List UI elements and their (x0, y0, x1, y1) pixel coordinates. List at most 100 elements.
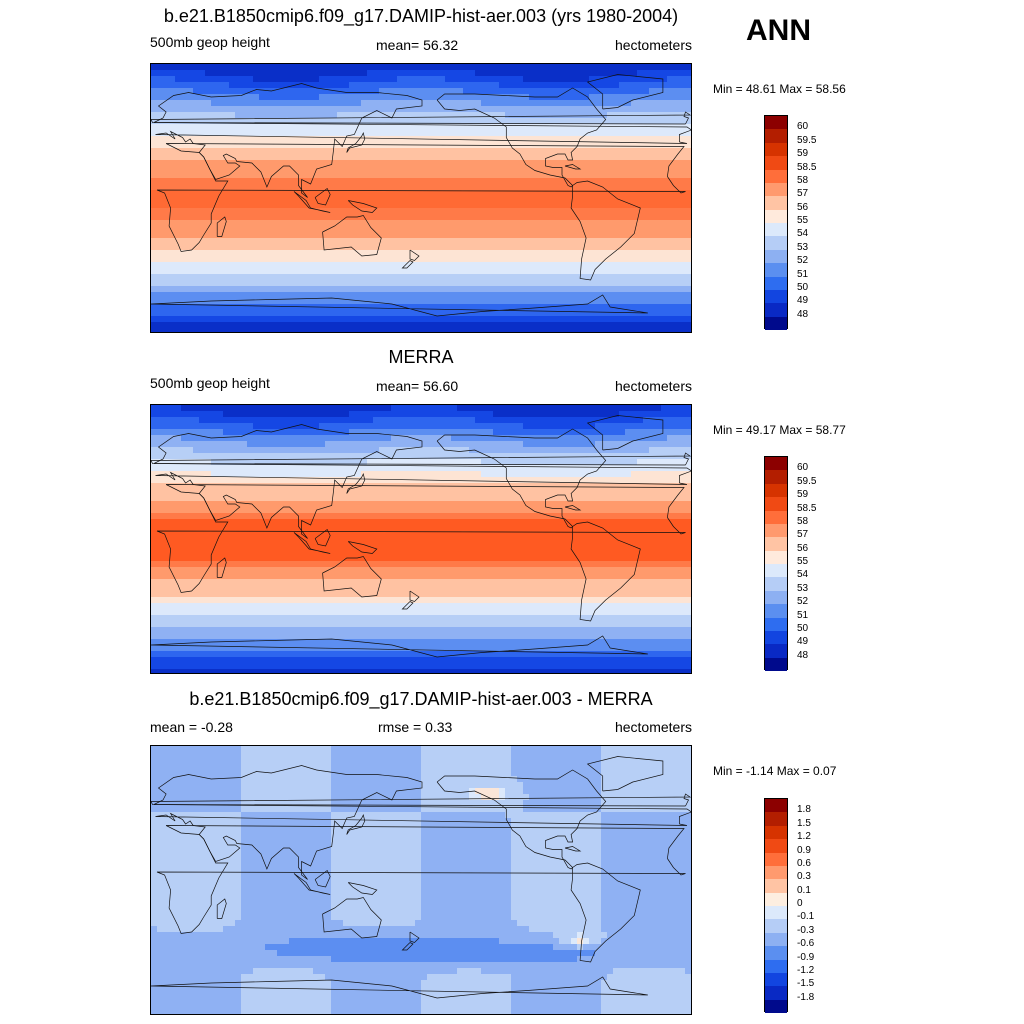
panel-3-rmse: rmse = 0.33 (378, 719, 453, 735)
colorbar-tick-label: 1.5 (797, 817, 811, 829)
colorbar-swatch (765, 799, 787, 813)
colorbar-tick-label: 55 (797, 215, 809, 226)
colorbar-swatch (765, 483, 787, 498)
colorbar-swatch (765, 644, 787, 658)
panel-2-mean: mean= 56.60 (376, 378, 459, 394)
colorbar-swatch (765, 617, 787, 631)
colorbar-swatch (765, 196, 787, 210)
colorbar-tick-label: 51 (797, 268, 809, 280)
colorbar-tick-label: 55 (797, 556, 809, 567)
panel-2-units: hectometers (614, 378, 692, 394)
colorbar-tick-label: 48 (797, 308, 809, 320)
colorbar-tick-label: 59 (797, 148, 809, 160)
panel-3-colorbar (764, 798, 788, 1013)
colorbar-tick-label: 54 (797, 228, 809, 240)
colorbar-tick-label: -0.9 (797, 951, 815, 963)
colorbar-swatch (765, 959, 787, 973)
colorbar-tick-label: -0.3 (797, 924, 815, 936)
colorbar-tick-label: 57 (797, 529, 809, 541)
colorbar-tick-label: 56 (797, 201, 809, 213)
panel-1-left-label: 500mb geop height (150, 34, 270, 50)
colorbar-tick-label: 49 (797, 295, 809, 307)
colorbar-swatch (765, 812, 787, 826)
map-field (151, 64, 691, 332)
colorbar-swatch (765, 523, 787, 538)
colorbar-tick-label: 49 (797, 636, 809, 648)
colorbar-tick-label: 53 (797, 241, 809, 253)
colorbar-tick-label: 56 (797, 542, 809, 554)
colorbar-swatch (765, 839, 787, 853)
map-field (151, 405, 691, 673)
colorbar-swatch (765, 577, 787, 591)
panel-1-units: hectometers (614, 37, 692, 53)
colorbar-swatch (765, 129, 787, 143)
colorbar-swatch (765, 604, 787, 618)
colorbar-tick-label: 0.1 (797, 884, 811, 896)
colorbar-swatch (765, 865, 787, 880)
panel-2-title: MERRA (388, 347, 454, 367)
colorbar-tick-label: 1.8 (797, 804, 811, 816)
colorbar-swatch (765, 550, 787, 564)
colorbar-swatch (765, 972, 787, 987)
colorbar-tick-label: 48 (797, 649, 809, 661)
coastlines (151, 415, 691, 658)
colorbar-tick-label: 50 (797, 281, 809, 293)
colorbar-tick-label: -1.2 (797, 964, 815, 976)
colorbar-swatch (765, 630, 787, 645)
colorbar-swatch (765, 457, 787, 471)
panel-1-map (150, 63, 692, 333)
colorbar-swatch (765, 537, 787, 551)
colorbar-swatch (765, 276, 787, 290)
colorbar-swatch (765, 249, 787, 264)
colorbar-tick-label: 59 (797, 489, 809, 501)
colorbar-tick-label: 51 (797, 609, 809, 621)
colorbar-swatch (765, 825, 787, 840)
colorbar-swatch (765, 986, 787, 1000)
colorbar-swatch (765, 497, 787, 511)
colorbar-tick-label: 52 (797, 596, 809, 608)
colorbar-tick-label: 57 (797, 188, 809, 200)
colorbar-swatch (765, 932, 787, 947)
colorbar-swatch (765, 142, 787, 157)
panel-1-mean: mean= 56.32 (376, 37, 459, 53)
colorbar-tick-label: 52 (797, 255, 809, 267)
panel-3-title: b.e21.B1850cmip6.f09_g17.DAMIP-hist-aer.… (189, 689, 653, 709)
colorbar-swatch (765, 223, 787, 237)
colorbar-tick-label: -0.6 (797, 938, 815, 950)
coastlines (151, 74, 691, 317)
panel-2-minmax: Min = 49.17 Max = 58.77 (713, 423, 846, 437)
panel-1-minmax: Min = 48.61 Max = 58.56 (713, 82, 846, 96)
colorbar-swatch (765, 919, 787, 933)
coastlines (151, 756, 691, 999)
colorbar-swatch (765, 892, 787, 906)
colorbar-swatch (765, 510, 787, 524)
colorbar-swatch (765, 236, 787, 250)
colorbar-swatch (765, 289, 787, 304)
colorbar-swatch (765, 116, 787, 130)
panel-2-left-label: 500mb geop height (150, 375, 270, 391)
panel-3-mean: mean = -0.28 (150, 719, 233, 735)
colorbar-tick-label: 1.2 (797, 831, 811, 843)
colorbar-tick-label: 60 (797, 121, 809, 133)
colorbar-tick-label: 0.6 (797, 857, 811, 869)
colorbar-tick-label: 58 (797, 515, 809, 527)
colorbar-swatch (765, 316, 787, 330)
colorbar-swatch (765, 169, 787, 183)
colorbar-swatch (765, 470, 787, 484)
colorbar-tick-label: 58 (797, 174, 809, 186)
colorbar-swatch (765, 852, 787, 866)
panel-3-map (150, 745, 692, 1015)
colorbar-tick-label: -1.5 (797, 978, 815, 990)
colorbar-swatch (765, 946, 787, 960)
panel-2-colorbar (764, 456, 788, 671)
colorbar-swatch (765, 906, 787, 920)
colorbar-tick-label: 50 (797, 622, 809, 634)
colorbar-tick-label: 53 (797, 582, 809, 594)
colorbar-tick-label: 59.5 (797, 475, 817, 487)
colorbar-tick-label: 58.5 (797, 161, 817, 173)
panel-3-minmax: Min = -1.14 Max = 0.07 (713, 764, 837, 778)
panel-3-units: hectometers (614, 719, 692, 735)
colorbar-swatch (765, 182, 787, 197)
colorbar-swatch (765, 156, 787, 170)
panel-1-colorbar (764, 115, 788, 330)
